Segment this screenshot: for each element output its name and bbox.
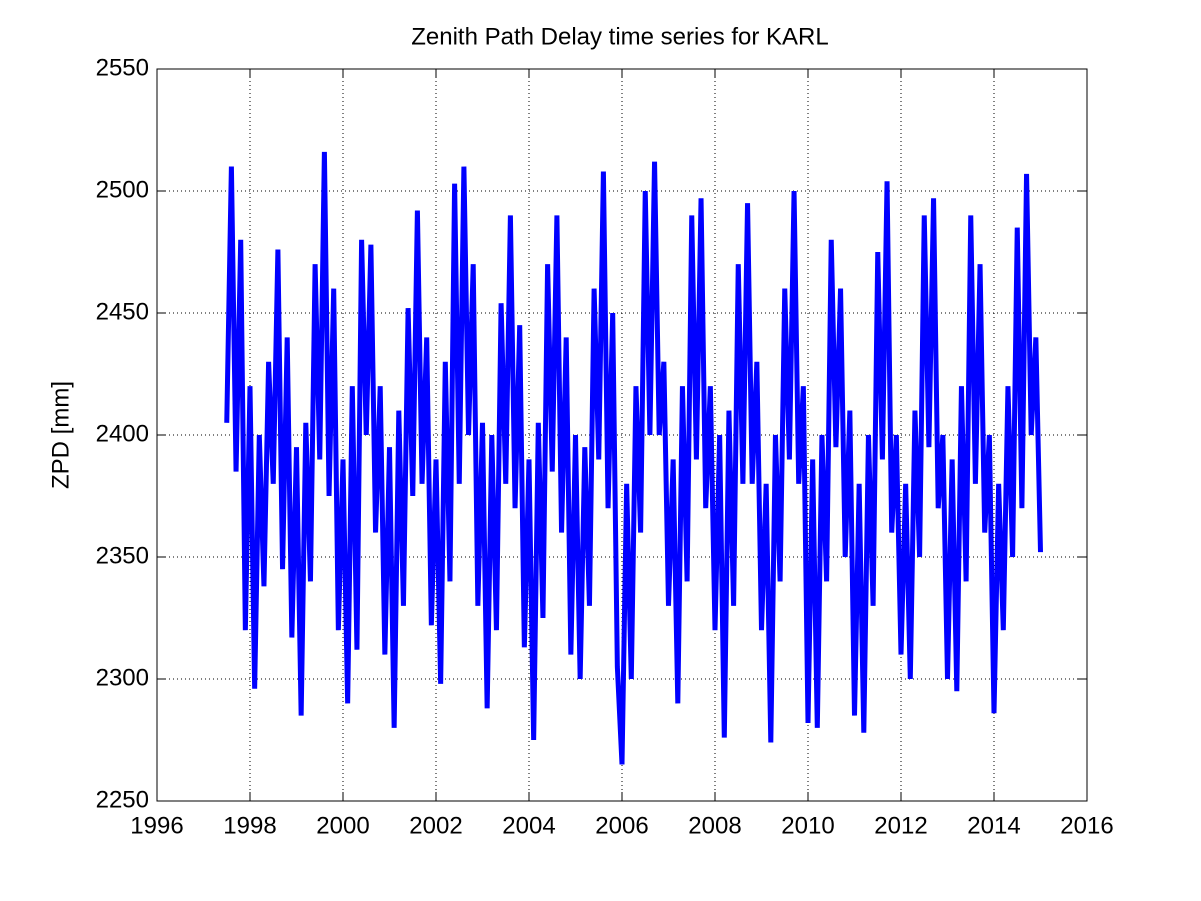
x-tick-label: 2000 — [316, 812, 369, 839]
x-tick-label: 2008 — [688, 812, 741, 839]
y-axis-label: ZPD [mm] — [47, 381, 74, 489]
x-tick-label: 1996 — [130, 812, 183, 839]
x-tick-label: 2002 — [409, 812, 462, 839]
x-tick-label: 2004 — [502, 812, 555, 839]
y-tick-label: 2550 — [96, 54, 149, 81]
x-tick-label: 2016 — [1060, 812, 1113, 839]
y-tick-label: 2500 — [96, 176, 149, 203]
x-tick-label: 1998 — [223, 812, 276, 839]
plot-frame — [156, 68, 1088, 802]
x-tick-label: 2010 — [781, 812, 834, 839]
x-tick-label: 2012 — [874, 812, 927, 839]
x-tick-label: 2014 — [967, 812, 1020, 839]
y-tick-label: 2350 — [96, 542, 149, 569]
y-tick-label: 2400 — [96, 420, 149, 447]
x-tick-label: 2006 — [595, 812, 648, 839]
data-line — [224, 151, 1043, 765]
y-tick-label: 2450 — [96, 298, 149, 325]
y-tick-label: 2300 — [96, 664, 149, 691]
chart-title: Zenith Path Delay time series for KARL — [411, 23, 829, 50]
y-tick-label: 2250 — [96, 786, 149, 813]
